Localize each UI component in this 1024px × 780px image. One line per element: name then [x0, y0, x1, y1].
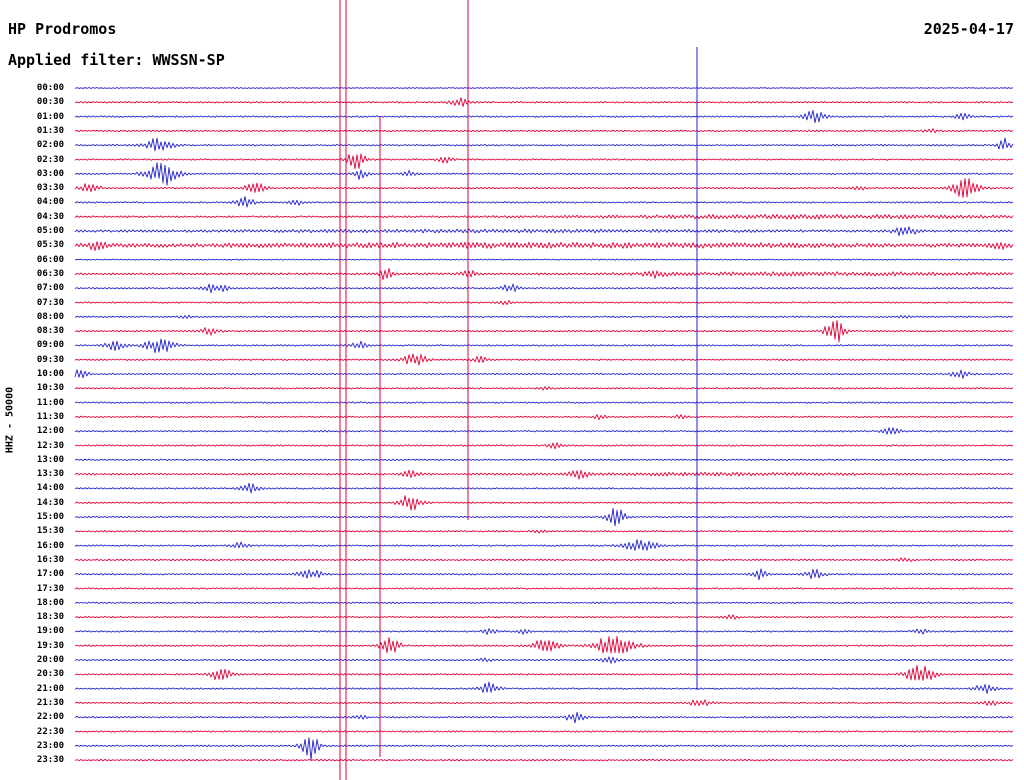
station-title: HP Prodromos — [8, 20, 117, 38]
trace-row-1500 — [74, 507, 1014, 527]
trace-row-1300 — [74, 458, 1014, 462]
filter-label: Applied filter: WWSSN-SP — [8, 51, 225, 69]
trace-row-0400 — [74, 196, 1014, 208]
trace-row-0930 — [74, 353, 1014, 366]
trace-row-2300 — [74, 737, 1014, 761]
trace-row-0000 — [74, 87, 1014, 89]
trace-row-0100 — [74, 109, 1014, 124]
trace-row-2000 — [74, 656, 1014, 664]
trace-row-1630 — [74, 557, 1014, 562]
trace-row-1130 — [74, 414, 1014, 421]
trace-row-1100 — [74, 401, 1014, 404]
trace-row-1530 — [74, 529, 1014, 534]
trace-row-0530 — [74, 241, 1014, 251]
trace-row-0600 — [74, 258, 1014, 261]
trace-row-0430 — [74, 213, 1014, 220]
trace-row-1930 — [74, 635, 1014, 654]
trace-row-1900 — [74, 628, 1014, 635]
trace-row-0900 — [74, 338, 1014, 354]
trace-row-1700 — [74, 568, 1014, 581]
trace-row-1600 — [74, 539, 1014, 551]
trace-row-1800 — [74, 601, 1014, 605]
trace-row-1230 — [74, 442, 1014, 450]
trace-row-1000 — [74, 369, 1014, 379]
trace-row-1030 — [74, 386, 1014, 391]
trace-row-0700 — [74, 283, 1014, 294]
trace-row-0130 — [74, 128, 1014, 134]
trace-row-1400 — [74, 482, 1014, 494]
trace-row-0730 — [74, 300, 1014, 306]
trace-row-1430 — [74, 495, 1014, 511]
trace-row-2100 — [74, 681, 1014, 694]
trace-row-0500 — [74, 226, 1014, 237]
trace-row-0330 — [74, 178, 1014, 199]
trace-row-2030 — [74, 664, 1014, 681]
trace-row-0830 — [74, 320, 1014, 343]
trace-row-0300 — [74, 162, 1014, 186]
trace-row-0230 — [74, 153, 1014, 170]
trace-row-0800 — [74, 314, 1014, 319]
date-label: 2025-04-17 — [923, 20, 1014, 38]
trace-row-2230 — [74, 730, 1014, 733]
trace-row-1330 — [74, 469, 1014, 480]
trace-row-1730 — [74, 587, 1014, 590]
channel-scale-label: HHZ - 50000 — [4, 386, 16, 454]
trace-row-0200 — [74, 137, 1014, 152]
trace-row-2200 — [74, 711, 1014, 724]
trace-row-1830 — [74, 614, 1014, 620]
trace-row-0630 — [74, 267, 1014, 281]
trace-row-2130 — [74, 699, 1014, 707]
trace-row-0030 — [74, 97, 1014, 107]
trace-row-2330 — [74, 758, 1014, 762]
trace-row-1200 — [74, 427, 1014, 435]
